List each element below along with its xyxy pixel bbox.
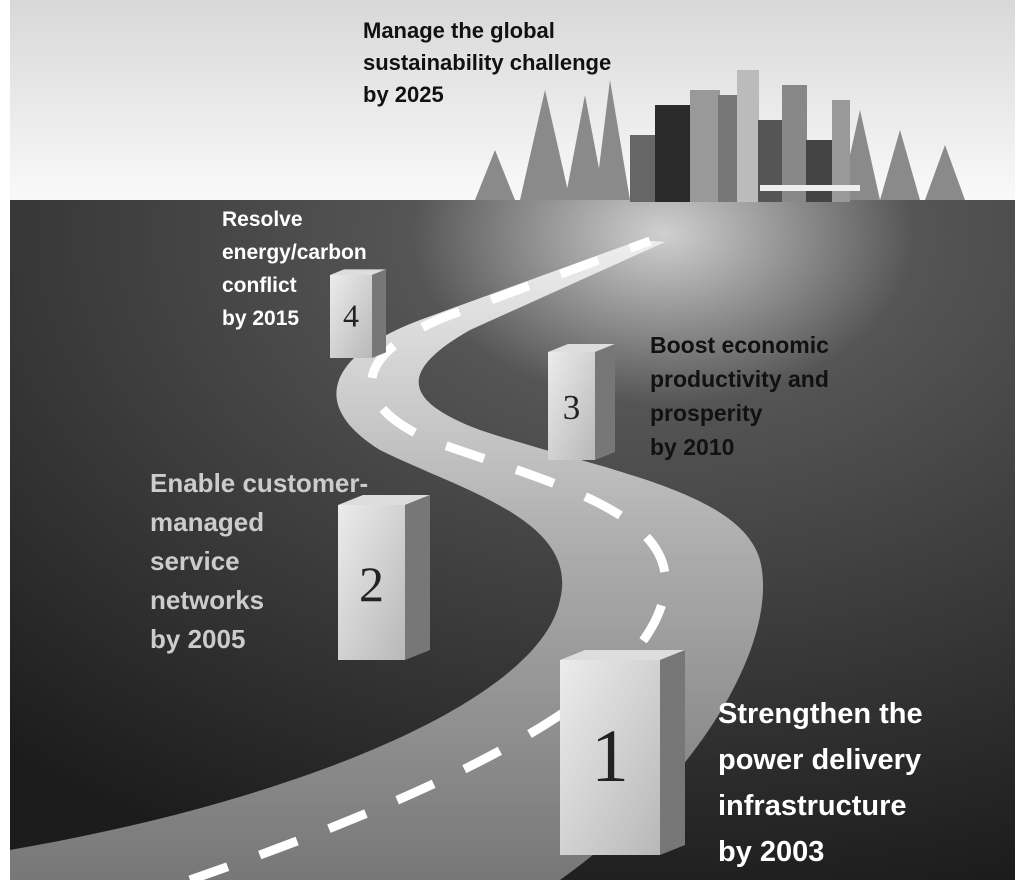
pillar-side	[372, 269, 386, 358]
milestone-text: service	[150, 546, 240, 576]
milestone-text: managed	[150, 507, 264, 537]
milestone-text: productivity and	[650, 366, 829, 392]
pillar-top	[338, 495, 430, 505]
pillar-front	[330, 275, 372, 358]
goal-text: sustainability challenge	[363, 50, 611, 75]
milestone-text: Boost economic	[650, 332, 829, 358]
milestone-pillar: 3	[548, 344, 615, 460]
milestone-text: by 2015	[222, 307, 299, 330]
pillar-number: 2	[359, 556, 384, 612]
milestone-text: Strengthen the	[718, 698, 923, 730]
pillar-top	[330, 269, 386, 275]
milestone-text: by 2003	[718, 836, 824, 868]
milestone-text: Enable customer-	[150, 468, 368, 498]
milestone-pillar: 1	[560, 650, 685, 855]
city-skyline	[630, 70, 860, 202]
pillar-side	[595, 344, 615, 460]
pillar-front	[548, 352, 595, 460]
pillar-top	[548, 344, 615, 352]
milestone-pillar: 2	[338, 495, 430, 660]
pillar-number: 1	[591, 715, 629, 798]
milestone-text: by 2005	[150, 624, 245, 654]
pillar-number: 4	[343, 297, 359, 333]
milestone-text: power delivery	[718, 744, 921, 776]
pillar-front	[338, 505, 405, 660]
milestone-text: by 2010	[650, 434, 734, 460]
milestone-text: conflict	[222, 274, 297, 297]
pillar-top	[560, 650, 685, 660]
pillar-side	[405, 495, 430, 660]
pillar-front	[560, 660, 660, 855]
goal-text: by 2025	[363, 82, 444, 107]
milestone-text: prosperity	[650, 400, 763, 426]
trees	[475, 80, 965, 200]
milestone-text: infrastructure	[718, 790, 907, 822]
milestone-pillar: 4	[330, 269, 386, 358]
milestone-text: Resolve	[222, 208, 303, 231]
milestone-text: networks	[150, 585, 264, 615]
pillar-number: 3	[563, 388, 581, 427]
milestone-text: energy/carbon	[222, 241, 367, 264]
pillar-side	[660, 650, 685, 855]
goal-text: Manage the global	[363, 18, 555, 43]
